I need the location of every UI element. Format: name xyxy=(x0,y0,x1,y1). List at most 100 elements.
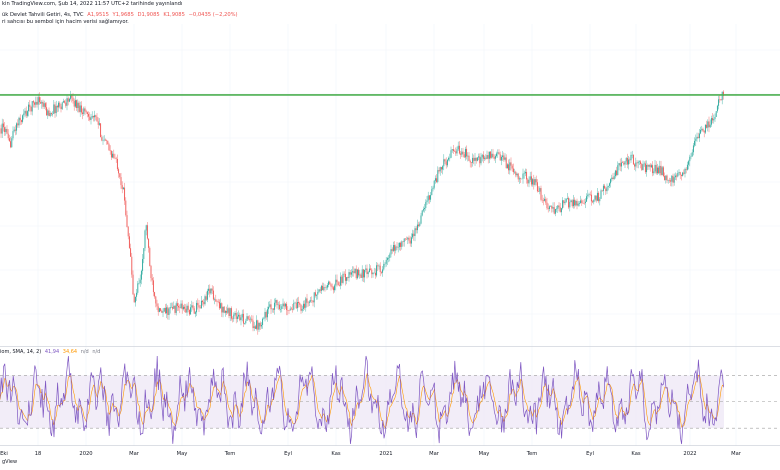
price-candle xyxy=(298,302,300,304)
price-candle xyxy=(70,94,72,99)
price-candle xyxy=(468,155,470,161)
price-candle xyxy=(697,136,699,139)
price-candle xyxy=(217,301,219,303)
price-candle xyxy=(457,145,459,150)
price-candle xyxy=(517,173,519,180)
price-candle xyxy=(8,138,10,142)
price-candle xyxy=(222,306,224,313)
price-candle xyxy=(334,285,336,291)
price-candle xyxy=(320,285,322,291)
price-candle xyxy=(515,171,517,176)
series-legend[interactable]: ük Devlet Tahvili Getiri, 4s, TVC A1,951… xyxy=(2,12,240,19)
price-candle xyxy=(575,200,577,206)
price-candle xyxy=(20,120,22,122)
price-candle xyxy=(300,304,302,311)
price-candle xyxy=(710,118,712,125)
price-candle xyxy=(54,104,56,114)
price-candle xyxy=(556,208,558,210)
price-candle xyxy=(36,101,38,105)
price-candle xyxy=(136,292,138,297)
price-candle xyxy=(215,299,217,302)
price-candle xyxy=(680,174,682,176)
price-candle xyxy=(708,121,710,128)
price-candle xyxy=(666,175,668,181)
price-candle xyxy=(352,271,354,273)
price-candle xyxy=(616,170,618,176)
price-candle xyxy=(386,258,388,260)
price-candle xyxy=(464,148,466,158)
price-candle xyxy=(212,290,214,300)
price-candle xyxy=(558,205,560,208)
price-candle xyxy=(264,311,266,319)
price-candle xyxy=(433,180,435,188)
price-candle xyxy=(544,198,546,201)
price-candle xyxy=(654,164,656,172)
price-candle xyxy=(328,281,330,286)
price-candle xyxy=(306,298,308,303)
price-candle xyxy=(16,123,18,131)
price-candle xyxy=(413,233,415,237)
price-candle xyxy=(658,167,660,174)
price-candle xyxy=(247,316,249,320)
price-candle xyxy=(587,194,589,197)
price-candle xyxy=(210,288,212,294)
price-candle xyxy=(427,195,429,201)
price-candle xyxy=(508,164,510,171)
price-candle xyxy=(30,106,32,112)
price-candle xyxy=(422,209,424,211)
price-candle xyxy=(479,156,481,164)
price-candle xyxy=(168,308,170,315)
price-candle xyxy=(643,163,645,165)
price-candle xyxy=(281,306,283,310)
price-candle xyxy=(400,242,402,247)
price-candle xyxy=(656,167,658,174)
price-candle xyxy=(307,302,309,304)
price-candle xyxy=(655,164,657,174)
price-candle xyxy=(481,154,483,158)
price-candle xyxy=(287,310,289,311)
price-candle xyxy=(157,306,159,312)
price-candle xyxy=(596,192,598,201)
x-tick-label: 2020 xyxy=(79,451,92,457)
price-candle xyxy=(175,303,177,313)
price-candle xyxy=(205,296,207,300)
price-candle xyxy=(715,111,717,117)
price-candle xyxy=(44,103,46,108)
price-candle xyxy=(452,149,454,152)
price-candle xyxy=(148,238,150,248)
price-candle xyxy=(256,320,258,329)
price-candle xyxy=(89,116,91,120)
price-candle xyxy=(220,303,222,309)
price-candle xyxy=(343,273,345,275)
price-candle xyxy=(362,269,364,278)
price-candle xyxy=(368,268,370,273)
price-candle xyxy=(194,312,196,314)
price-candle xyxy=(438,170,440,172)
price-candle xyxy=(470,162,472,163)
price-candle xyxy=(77,102,79,108)
price-candle xyxy=(344,273,346,281)
price-candle xyxy=(142,259,144,271)
price-candle xyxy=(127,226,129,237)
price-candle xyxy=(310,300,312,302)
price-candle xyxy=(566,198,568,199)
price-candle xyxy=(125,200,127,216)
price-candle xyxy=(516,173,518,176)
price-candle xyxy=(14,129,16,131)
price-candle xyxy=(520,178,522,179)
price-candle xyxy=(166,307,168,314)
price-candle xyxy=(196,302,198,313)
price-candle xyxy=(116,158,118,170)
price-candle xyxy=(443,159,445,167)
indicator-legend[interactable]: iom, SMA, 14, 2) 41,94 34,64 n/d n/d xyxy=(0,349,102,355)
price-candle xyxy=(416,224,418,231)
price-candle xyxy=(638,161,640,162)
price-candle xyxy=(610,179,612,184)
price-candle xyxy=(377,265,379,267)
price-candle xyxy=(53,104,55,114)
price-candle xyxy=(367,272,369,275)
price-candle xyxy=(95,115,97,117)
price-candle xyxy=(160,308,162,311)
price-candle xyxy=(469,160,471,163)
